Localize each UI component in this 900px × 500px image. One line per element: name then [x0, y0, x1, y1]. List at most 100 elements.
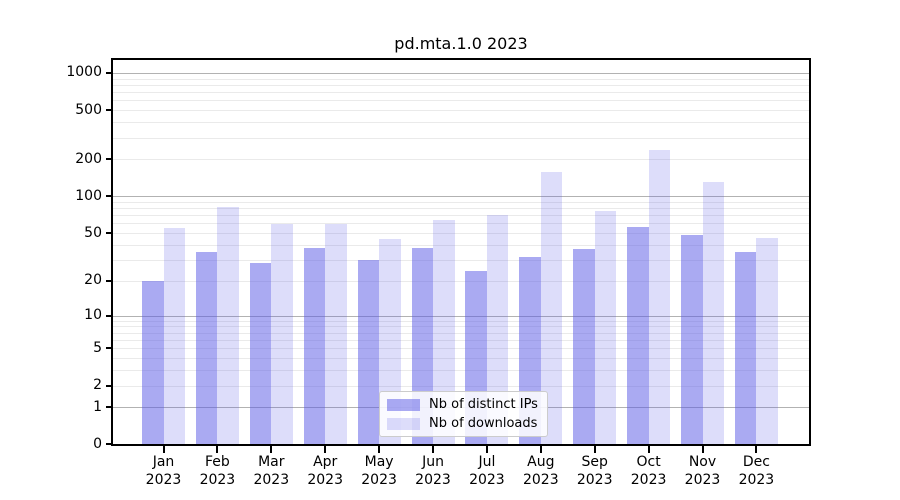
- month-label: Jun: [422, 454, 444, 470]
- x-tick-label-dec: Dec 2023: [724, 453, 788, 489]
- bar-ips-mar: [249, 263, 272, 444]
- x-tick-label-jul: Jul 2023: [455, 453, 519, 489]
- legend-entry-distinct-ips: Nb of distinct IPs: [387, 397, 538, 412]
- bar-downloads-oct: [648, 149, 671, 444]
- y-tick-1000: [106, 71, 113, 74]
- legend-label-downloads: Nb of downloads: [429, 416, 538, 431]
- year-label: 2023: [415, 472, 451, 488]
- x-tick-feb: [216, 446, 219, 453]
- year-label: 2023: [361, 472, 397, 488]
- x-tick-oct: [647, 446, 650, 453]
- month-label: Sep: [581, 454, 608, 470]
- month-label: Jan: [152, 454, 175, 470]
- x-tick-mar: [270, 446, 273, 453]
- gridline-minor-500: [113, 110, 809, 112]
- gridline-minor-70: [113, 215, 809, 217]
- gridline-minor-9: [113, 320, 809, 322]
- y-tick-label-50: 50: [84, 224, 102, 241]
- gridline-minor-5: [113, 348, 809, 350]
- gridline-minor-90: [113, 201, 809, 203]
- bar-ips-oct: [627, 227, 649, 444]
- bar-ips-may: [357, 259, 380, 444]
- y-tick-200: [106, 158, 113, 161]
- bar-ips-jan: [142, 280, 164, 444]
- x-tick-label-oct: Oct 2023: [617, 453, 681, 489]
- bar-downloads-dec: [756, 237, 778, 444]
- bar-ips-dec: [734, 251, 757, 444]
- year-label: 2023: [145, 472, 182, 488]
- bar-downloads-apr: [325, 224, 347, 444]
- legend-entry-downloads: Nb of downloads: [387, 416, 538, 431]
- bar-downloads-jul: [486, 214, 509, 444]
- gridline-minor-40: [113, 244, 809, 246]
- month-label: Dec: [742, 454, 770, 470]
- gridline-major-100: [113, 196, 809, 198]
- x-tick-label-may: May 2023: [347, 453, 411, 489]
- x-tick-jun: [432, 446, 434, 453]
- legend-label-distinct-ips: Nb of distinct IPs: [429, 397, 538, 412]
- y-tick-50: [106, 232, 113, 235]
- bar-downloads-mar: [271, 224, 293, 444]
- x-tick-label-aug: Aug 2023: [509, 453, 573, 489]
- bar-ips-nov: [681, 235, 703, 444]
- legend-swatch-distinct-ips: [387, 398, 420, 411]
- year-label: 2023: [253, 472, 290, 488]
- legend-swatch-downloads: [387, 417, 420, 430]
- month-label: Nov: [688, 454, 717, 470]
- y-tick-label-100: 100: [75, 187, 102, 204]
- x-tick-label-nov: Nov 2023: [671, 453, 735, 489]
- x-tick-label-jan: Jan 2023: [132, 453, 196, 489]
- y-tick-500: [106, 109, 113, 112]
- x-tick-nov: [701, 446, 704, 453]
- bar-downloads-aug: [540, 171, 563, 444]
- bar-downloads-jun: [433, 220, 455, 444]
- gridline-minor-30: [113, 259, 809, 261]
- x-tick-label-feb: Feb 2023: [185, 453, 249, 489]
- y-tick-label-200: 200: [75, 150, 102, 167]
- bar-ips-feb: [195, 251, 218, 444]
- x-tick-sep: [593, 446, 596, 453]
- month-label: Oct: [636, 454, 661, 470]
- y-tick-label-1: 1: [93, 398, 102, 415]
- gridline-major-1000: [113, 72, 809, 74]
- gridline-minor-300: [113, 137, 809, 139]
- gridline-minor-700: [113, 92, 809, 94]
- y-tick-100: [106, 195, 113, 198]
- x-tick-label-sep: Sep 2023: [563, 453, 627, 489]
- month-label: May: [364, 454, 394, 470]
- y-tick-label-10: 10: [84, 307, 102, 324]
- y-tick-5: [106, 347, 113, 350]
- bar-downloads-sep: [594, 210, 617, 444]
- year-label: 2023: [630, 472, 667, 488]
- y-tick-20: [106, 279, 113, 282]
- gridline-minor-600: [113, 100, 809, 102]
- gridline-minor-20: [113, 280, 809, 282]
- gridline-major-10: [113, 315, 809, 317]
- y-tick-10: [106, 314, 113, 317]
- month-label: Aug: [527, 454, 555, 470]
- x-tick-apr: [324, 446, 327, 453]
- x-tick-jul: [485, 446, 488, 453]
- gridline-minor-50: [113, 233, 809, 235]
- year-label: 2023: [738, 472, 775, 488]
- gridline-minor-4: [113, 358, 809, 359]
- year-label: 2023: [307, 472, 343, 488]
- gridline-minor-800: [113, 84, 809, 86]
- y-tick-0: [106, 443, 113, 445]
- x-tick-may: [378, 446, 381, 453]
- legend: Nb of distinct IPs Nb of downloads: [379, 391, 548, 437]
- month-label: Mar: [258, 454, 285, 470]
- year-label: 2023: [576, 472, 613, 488]
- x-tick-label-jun: Jun 2023: [401, 453, 465, 489]
- bar-downloads-jan: [163, 228, 185, 444]
- year-label: 2023: [684, 472, 721, 488]
- gridline-minor-8: [113, 326, 809, 328]
- month-label: Apr: [313, 454, 338, 470]
- gridline-minor-3: [113, 370, 809, 371]
- year-label: 2023: [199, 472, 236, 488]
- y-tick-2: [106, 384, 113, 387]
- month-label: Feb: [204, 454, 230, 470]
- y-tick-1: [106, 406, 113, 409]
- chart-title: pd.mta.1.0 2023: [394, 34, 528, 53]
